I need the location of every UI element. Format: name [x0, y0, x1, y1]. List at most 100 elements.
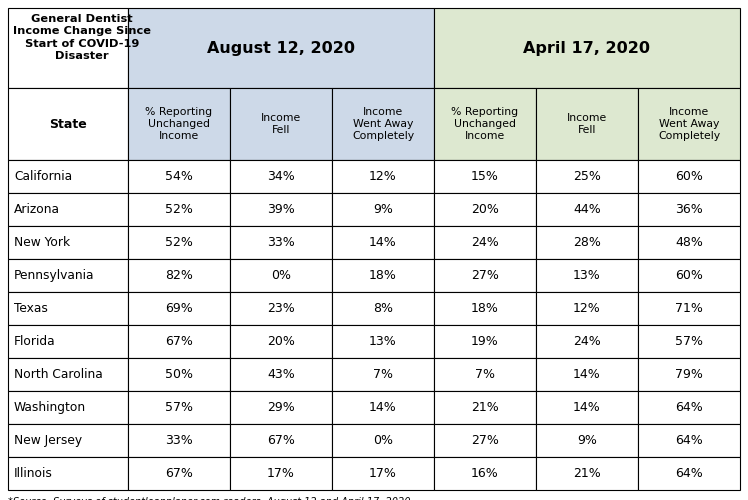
Bar: [332, 292, 434, 325]
Bar: [230, 88, 332, 160]
Bar: [434, 325, 536, 358]
Text: 25%: 25%: [573, 170, 601, 183]
Bar: [536, 226, 638, 259]
Text: 8%: 8%: [373, 302, 393, 315]
Text: 48%: 48%: [675, 236, 703, 249]
Bar: [230, 457, 332, 490]
Text: 18%: 18%: [369, 269, 397, 282]
Text: Income
Went Away
Completely: Income Went Away Completely: [352, 106, 414, 142]
Bar: [434, 391, 536, 424]
Bar: [8, 457, 128, 490]
Bar: [332, 457, 434, 490]
Text: Income
Fell: Income Fell: [261, 113, 301, 135]
Text: 7%: 7%: [475, 368, 495, 381]
Text: 21%: 21%: [471, 401, 499, 414]
Text: 57%: 57%: [165, 401, 193, 414]
Bar: [332, 325, 434, 358]
Bar: [536, 457, 638, 490]
Text: 52%: 52%: [165, 203, 193, 216]
Text: 64%: 64%: [675, 467, 703, 480]
Text: 14%: 14%: [573, 401, 601, 414]
Bar: [536, 325, 638, 358]
Bar: [434, 8, 740, 88]
Bar: [128, 325, 230, 358]
Text: 64%: 64%: [675, 434, 703, 447]
Bar: [638, 259, 740, 292]
Bar: [434, 358, 536, 391]
Bar: [536, 193, 638, 226]
Text: 13%: 13%: [573, 269, 601, 282]
Text: 9%: 9%: [373, 203, 393, 216]
Bar: [230, 193, 332, 226]
Bar: [638, 160, 740, 193]
Text: *Source: Surveys of studentloanplaner.com readers, August 12 and April 17, 2020.: *Source: Surveys of studentloanplaner.co…: [8, 497, 414, 500]
Text: 12%: 12%: [573, 302, 601, 315]
Text: 52%: 52%: [165, 236, 193, 249]
Text: 27%: 27%: [471, 269, 499, 282]
Text: 14%: 14%: [573, 368, 601, 381]
Text: 16%: 16%: [471, 467, 499, 480]
Bar: [434, 226, 536, 259]
Bar: [638, 292, 740, 325]
Bar: [128, 358, 230, 391]
Bar: [128, 8, 434, 88]
Bar: [536, 292, 638, 325]
Bar: [128, 88, 230, 160]
Text: 79%: 79%: [675, 368, 703, 381]
Bar: [434, 88, 536, 160]
Bar: [8, 259, 128, 292]
Text: 71%: 71%: [675, 302, 703, 315]
Text: Pennsylvania: Pennsylvania: [14, 269, 94, 282]
Bar: [8, 292, 128, 325]
Bar: [332, 391, 434, 424]
Bar: [638, 88, 740, 160]
Text: 69%: 69%: [165, 302, 193, 315]
Text: 12%: 12%: [369, 170, 397, 183]
Text: 36%: 36%: [675, 203, 703, 216]
Text: 17%: 17%: [369, 467, 397, 480]
Bar: [230, 325, 332, 358]
Text: 0%: 0%: [271, 269, 291, 282]
Bar: [332, 193, 434, 226]
Text: 39%: 39%: [267, 203, 295, 216]
Text: 20%: 20%: [267, 335, 295, 348]
Text: 15%: 15%: [471, 170, 499, 183]
Bar: [638, 391, 740, 424]
Text: Florida: Florida: [14, 335, 55, 348]
Bar: [128, 259, 230, 292]
Bar: [434, 292, 536, 325]
Text: 9%: 9%: [577, 434, 597, 447]
Bar: [230, 424, 332, 457]
Text: 21%: 21%: [573, 467, 601, 480]
Bar: [8, 424, 128, 457]
Text: 67%: 67%: [267, 434, 295, 447]
Bar: [230, 391, 332, 424]
Bar: [230, 226, 332, 259]
Text: 27%: 27%: [471, 434, 499, 447]
Bar: [332, 259, 434, 292]
Text: 17%: 17%: [267, 467, 295, 480]
Bar: [434, 457, 536, 490]
Bar: [638, 457, 740, 490]
Bar: [8, 358, 128, 391]
Text: California: California: [14, 170, 72, 183]
Text: New York: New York: [14, 236, 70, 249]
Text: 64%: 64%: [675, 401, 703, 414]
Bar: [128, 292, 230, 325]
Text: % Reporting
Unchanged
Income: % Reporting Unchanged Income: [145, 106, 212, 142]
Text: 24%: 24%: [471, 236, 499, 249]
Bar: [8, 391, 128, 424]
Bar: [128, 160, 230, 193]
Bar: [536, 424, 638, 457]
Bar: [8, 88, 128, 160]
Bar: [434, 424, 536, 457]
Bar: [8, 160, 128, 193]
Text: 13%: 13%: [369, 335, 397, 348]
Text: New Jersey: New Jersey: [14, 434, 82, 447]
Bar: [638, 325, 740, 358]
Text: 33%: 33%: [267, 236, 295, 249]
Bar: [638, 193, 740, 226]
Bar: [536, 259, 638, 292]
Bar: [638, 358, 740, 391]
Text: Income
Fell: Income Fell: [567, 113, 607, 135]
